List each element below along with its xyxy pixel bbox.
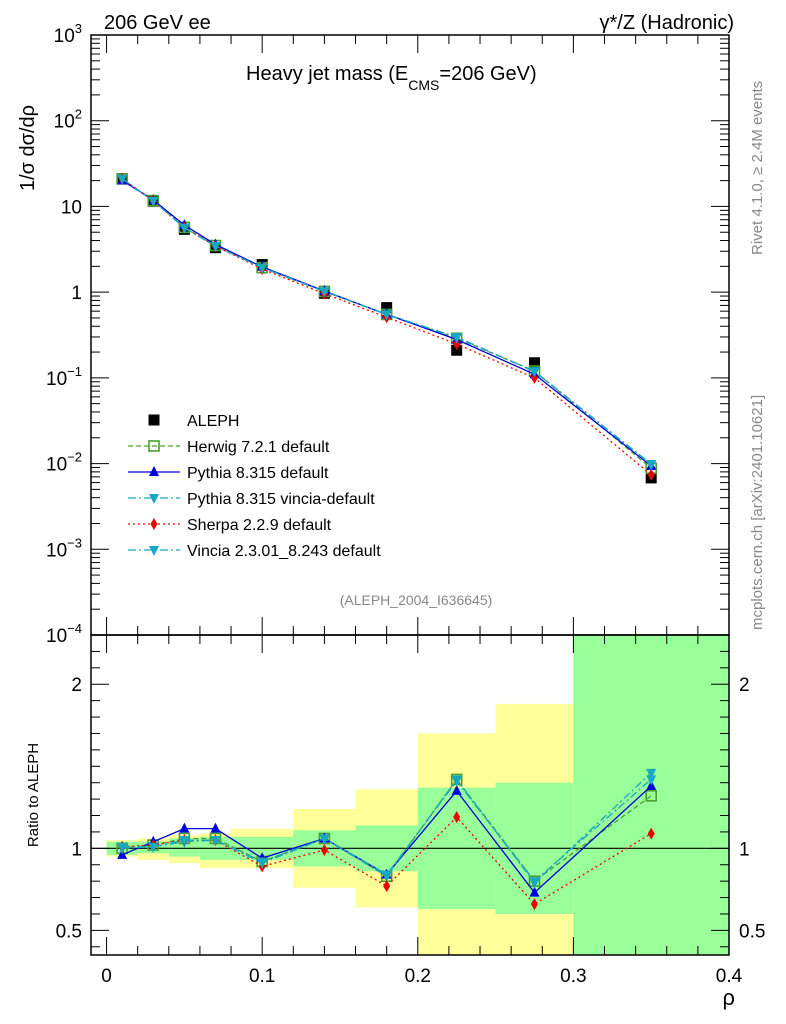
legend-label: Vincia 2.3.01_8.243 default — [187, 543, 381, 560]
ratio-point-4 — [381, 870, 392, 881]
ratio-tick-label-right: 2 — [739, 675, 750, 696]
ratio-point-4 — [319, 834, 330, 845]
series-point-3 — [647, 468, 655, 481]
data-point-aleph — [381, 302, 393, 314]
series-point-3 — [530, 371, 538, 384]
y-tick-label: 10−1 — [46, 364, 82, 390]
ratio-point-1 — [451, 784, 462, 795]
data-point-aleph — [451, 344, 463, 356]
x-tick-label: 0.3 — [560, 966, 586, 987]
ratio-point-3 — [453, 811, 461, 824]
series-point-4 — [319, 287, 330, 298]
ratio-line-3 — [122, 816, 652, 905]
ratio-point-0 — [645, 790, 657, 802]
data-point-aleph — [528, 357, 540, 369]
y-axis-label: 1/σ dσ/dρ — [17, 105, 39, 191]
series-point-4 — [381, 310, 392, 321]
rivet-label: Rivet 4.1.0, ≥ 2.4M events — [749, 81, 766, 255]
mcplots-label: mcplots.cern.ch [arXiv:2401.10621] — [749, 395, 766, 630]
series-point-4 — [529, 367, 540, 378]
ratio-plot-frame — [90, 634, 730, 956]
ratio-point-4 — [646, 775, 657, 786]
header-left: 206 GeV ee — [104, 12, 211, 34]
ratio-tick-label-right: 0.5 — [739, 921, 765, 942]
y-tick-label: 103 — [54, 21, 82, 47]
main-plot — [116, 172, 657, 484]
ratio-point-3 — [383, 880, 391, 893]
ratio-tick-label: 0.5 — [56, 921, 82, 942]
ratio-bands — [106, 635, 729, 955]
band-inner — [573, 635, 729, 955]
ratio-point-3 — [530, 898, 538, 911]
ratio-line-4 — [122, 778, 652, 883]
series-point-4 — [179, 223, 190, 234]
ratio-point-4 — [179, 836, 190, 847]
legend-marker — [149, 466, 159, 476]
ratio-point-4 — [148, 842, 159, 853]
series-point-4 — [451, 333, 462, 344]
series-line-1 — [121, 179, 652, 467]
y-tick-label: 1 — [71, 283, 82, 304]
y-tick-label: 102 — [54, 107, 82, 133]
ratio-point-4 — [529, 877, 540, 888]
y-tick-label: 10−2 — [46, 450, 82, 476]
x-tick-label: 0 — [101, 966, 112, 987]
ratio-point-1 — [210, 822, 221, 833]
chart-title: Heavy jet mass (ECMS=206 GeV) — [246, 63, 537, 93]
ratio-point-4 — [257, 859, 268, 870]
ratio-tick-label-right: 1 — [739, 839, 750, 860]
legend-marker — [148, 440, 160, 452]
axes: 0 0.1 0.2 0.3 0.410310210110−110−210−310−40.… — [46, 21, 765, 987]
ratio-point-1 — [529, 886, 540, 897]
ratio-line-1 — [121, 785, 652, 894]
legend-marker — [148, 414, 160, 426]
y-tick-label: 10 — [61, 197, 82, 218]
series-line-4 — [121, 178, 652, 466]
legend-label: Pythia 8.315 default — [187, 465, 329, 482]
x-tick-label: 0.1 — [249, 966, 275, 987]
ratio-y-axis-label: Ratio to ALEPH — [25, 743, 42, 847]
legend-marker — [149, 546, 159, 556]
ratio-tick-label: 1 — [71, 839, 82, 860]
legend-label: Herwig 7.2.1 default — [187, 439, 330, 456]
x-tick-label: 0.4 — [716, 966, 743, 987]
legend-marker — [150, 518, 158, 530]
y-tick-label: 10−4 — [46, 621, 82, 647]
legend-marker — [149, 494, 159, 504]
ratio-point-1 — [179, 822, 190, 833]
x-tick-label: 0.2 — [405, 966, 431, 987]
ratio-point-3 — [647, 827, 655, 840]
series-point-4 — [148, 196, 159, 207]
legend-label: ALEPH — [187, 413, 239, 430]
ratio-point-4 — [210, 836, 221, 847]
series-point-4 — [646, 460, 657, 471]
ratio-tick-label: 2 — [71, 675, 82, 696]
legend-label: Sherpa 2.2.9 default — [187, 517, 332, 534]
y-tick-label: 10−3 — [46, 535, 82, 561]
series-line-3 — [121, 178, 652, 476]
series-point-3 — [453, 338, 461, 351]
x-axis-label: ρ — [722, 985, 735, 1010]
ratio-point-2 — [646, 768, 657, 779]
ratio-point-4 — [117, 842, 128, 853]
legend: ALEPH Herwig 7.2.1 default Pythia 8.315 de… — [128, 413, 381, 560]
header-right: γ*/Z (Hadronic) — [600, 12, 734, 34]
series-point-4 — [210, 242, 221, 253]
ratio-point-3 — [320, 843, 328, 856]
legend-label: Pythia 8.315 vincia-default — [187, 491, 375, 508]
series-point-4 — [257, 263, 268, 274]
ratio-plot — [116, 768, 657, 911]
analysis-id: (ALEPH_2004_I636645) — [340, 592, 493, 608]
ratio-point-4 — [451, 777, 462, 788]
series-point-4 — [117, 174, 128, 185]
